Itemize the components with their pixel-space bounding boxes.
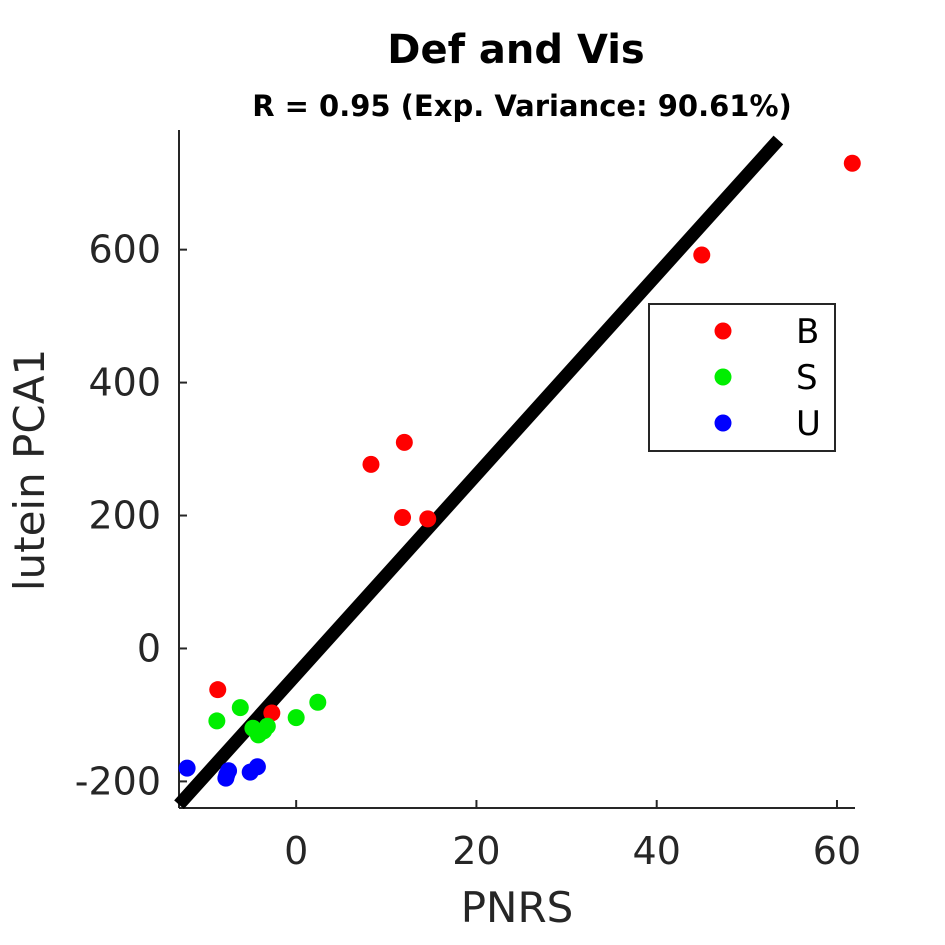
data-points <box>178 154 861 787</box>
data-point-b <box>419 510 437 528</box>
fit-line <box>174 135 784 810</box>
y-tick-label: 600 <box>88 228 161 272</box>
y-tick-label: 400 <box>88 361 161 405</box>
legend-marker-s <box>714 368 732 386</box>
x-tick-label: 0 <box>284 829 308 873</box>
data-point-b <box>394 509 412 527</box>
legend-marker-u <box>714 414 732 432</box>
legend-box <box>648 303 836 452</box>
chart-title: Def and Vis <box>387 27 644 73</box>
axes: 0 20 40 60 -200 0 200 400 600 <box>75 130 861 873</box>
chart-subtitle: R = 0.95 (Exp. Variance: 90.61%) <box>252 89 792 123</box>
data-point-b <box>362 455 380 473</box>
x-tick-label: 40 <box>633 829 681 873</box>
data-point-s <box>231 699 249 717</box>
data-point-u <box>241 763 259 781</box>
data-point-b <box>843 154 861 172</box>
x-axis-label: PNRS <box>461 883 574 932</box>
legend-label-s: S <box>796 358 818 398</box>
data-point-u <box>178 759 196 777</box>
data-point-s <box>208 712 226 730</box>
y-tick-label: 0 <box>137 626 161 670</box>
data-point-s <box>244 719 262 737</box>
y-tick-label: 200 <box>88 494 161 538</box>
data-point-u <box>217 769 235 787</box>
data-point-b <box>395 433 413 451</box>
legend-marker-b <box>714 322 732 340</box>
legend-label-b: B <box>796 312 819 352</box>
y-axis-label: lutein PCA1 <box>5 349 54 591</box>
y-tick-label: -200 <box>75 759 161 803</box>
data-point-b <box>693 246 711 264</box>
data-point-b <box>263 704 281 722</box>
data-point-s <box>287 709 305 727</box>
x-tick-label: 60 <box>813 829 861 873</box>
legend-label-u: U <box>796 404 821 444</box>
x-tick-label: 20 <box>452 829 500 873</box>
fit-line-group <box>174 135 784 810</box>
data-point-b <box>209 681 227 699</box>
legend: BSU <box>648 303 836 452</box>
data-point-s <box>309 693 327 711</box>
